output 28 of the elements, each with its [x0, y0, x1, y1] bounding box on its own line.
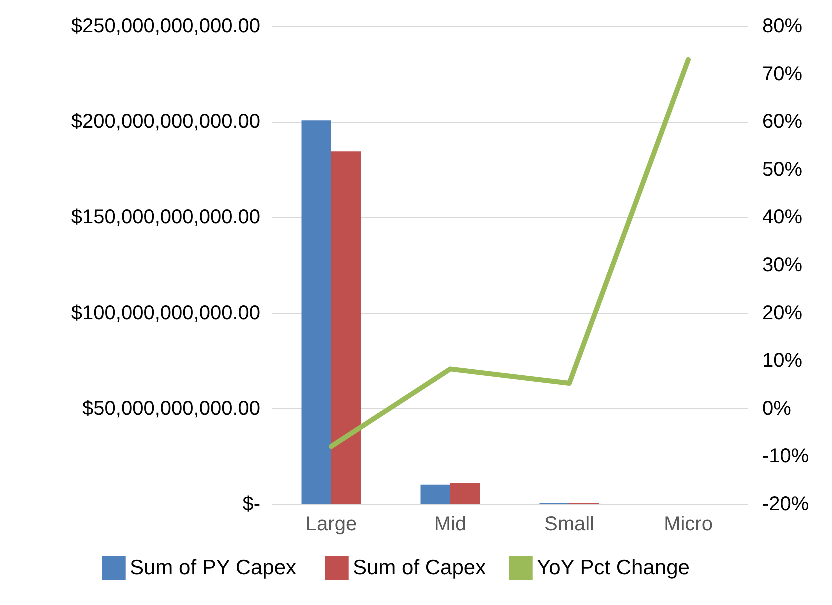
- bar: [420, 484, 450, 504]
- y2-tick-label: 20%: [762, 302, 803, 324]
- legend-label: Sum of Capex: [353, 556, 487, 580]
- y-tick-label: $-: [242, 494, 260, 516]
- y-tick-label: $150,000,000,000.00: [71, 206, 260, 229]
- legend-label: YoY Pct Change: [537, 556, 690, 580]
- x-tick-label: Mid: [434, 514, 467, 536]
- y2-tick-label: 0%: [762, 398, 792, 420]
- bar: [332, 152, 362, 504]
- x-tick-label: Micro: [664, 514, 713, 536]
- y2-tick-label: 10%: [762, 350, 803, 372]
- y2-tick-label: 80%: [762, 16, 803, 38]
- x-tick-label: Small: [544, 514, 595, 536]
- y2-tick-label: -10%: [762, 446, 810, 468]
- y-tick-label: $250,000,000,000.00: [71, 16, 260, 38]
- y2-tick-label: 50%: [762, 158, 803, 181]
- x-tick-label: Large: [306, 514, 358, 536]
- y2-tick-label: 30%: [762, 254, 803, 276]
- legend-label: Sum of PY Capex: [130, 556, 298, 580]
- y2-tick-label: 70%: [762, 63, 803, 86]
- y-tick-label: $50,000,000,000.00: [82, 398, 260, 420]
- y2-tick-label: 40%: [762, 206, 803, 229]
- y-tick-label: $100,000,000,000.00: [71, 302, 260, 324]
- bar: [302, 120, 332, 504]
- y2-tick-label: 60%: [762, 111, 803, 134]
- y2-tick-label: -20%: [762, 494, 810, 516]
- y-tick-label: $200,000,000,000.00: [71, 111, 260, 134]
- bar: [450, 482, 480, 504]
